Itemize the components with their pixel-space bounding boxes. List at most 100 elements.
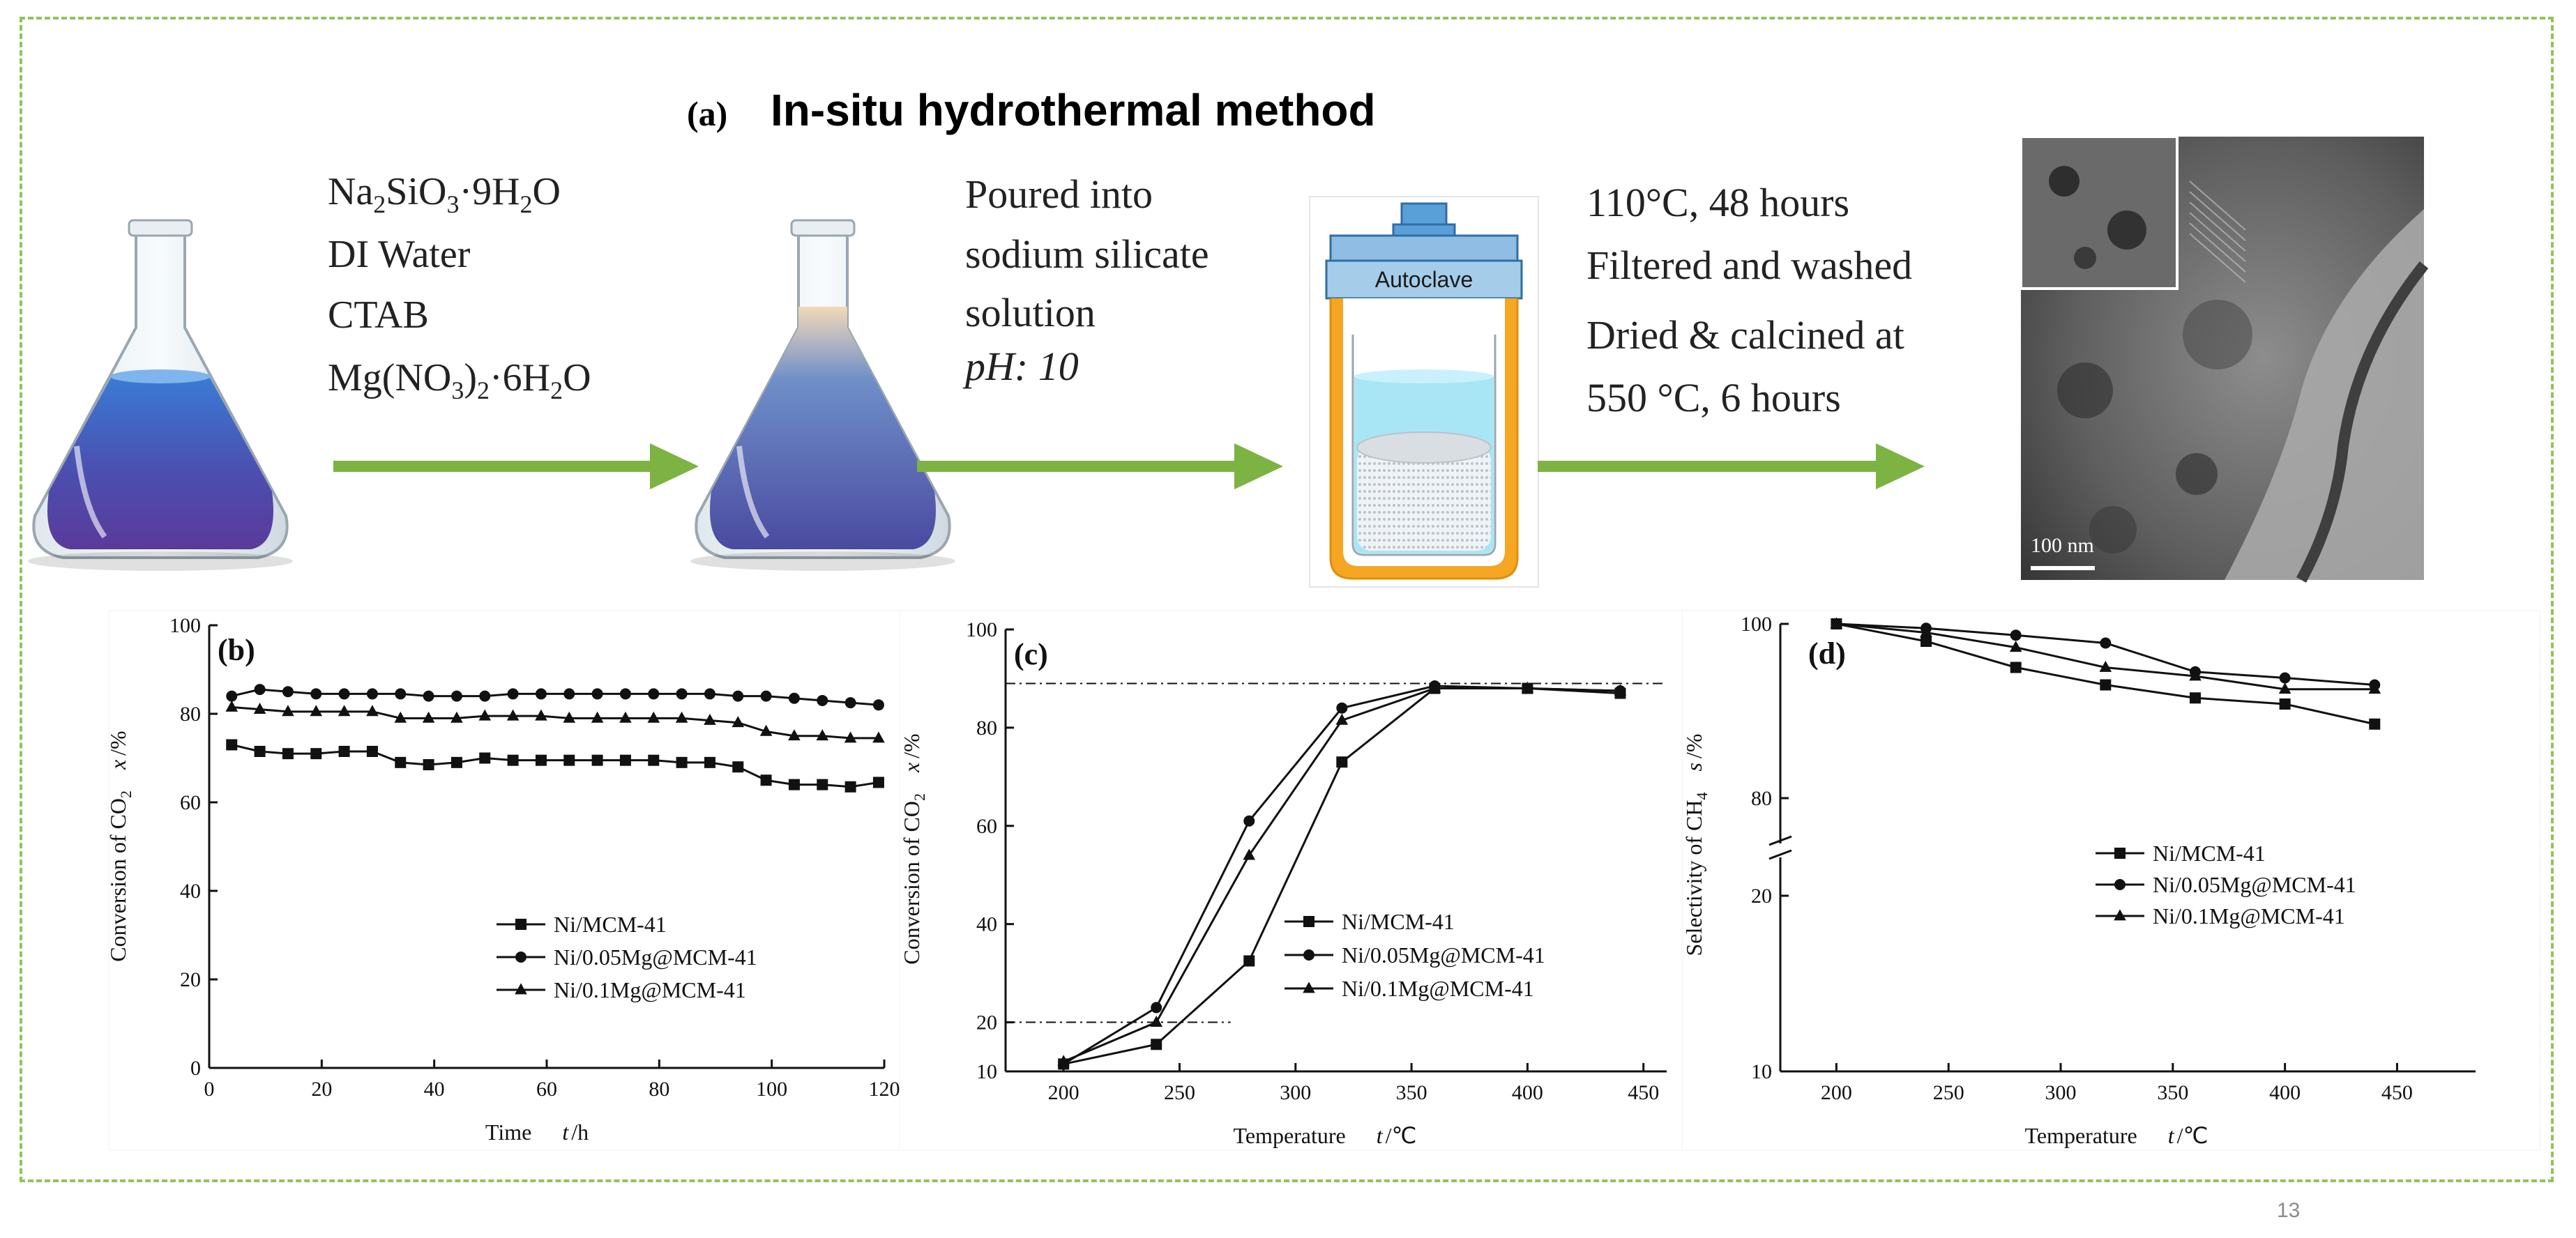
x-tick-label: 350: [1396, 1081, 1427, 1104]
legend-marker: [2114, 879, 2126, 890]
step2-ph: pH: 10: [962, 344, 1079, 389]
data-point: [591, 754, 603, 766]
autoclave-icon: Autoclave: [1309, 196, 1539, 588]
data-point: [394, 711, 407, 723]
data-point: [282, 686, 294, 698]
y-tick-label: 20: [180, 968, 201, 991]
data-point: [1243, 955, 1255, 967]
data-point: [2009, 641, 2022, 652]
data-point: [450, 711, 463, 723]
data-point: [619, 754, 631, 766]
x-tick-label: 450: [1628, 1081, 1659, 1104]
data-point: [760, 774, 772, 786]
data-point: [423, 690, 434, 702]
data-point: [1151, 1039, 1162, 1050]
step2-line-1: Poured into: [965, 171, 1153, 217]
y-tick-label: 60: [976, 815, 997, 838]
x-tick-label: 0: [204, 1078, 215, 1101]
data-point: [844, 731, 857, 743]
legend-label: Ni/0.1Mg@MCM-41: [1342, 976, 1534, 1001]
data-point: [310, 705, 323, 717]
legend-marker: [1303, 916, 1314, 927]
data-point: [1243, 815, 1255, 827]
tem-scale-label: 100 nm: [2031, 534, 2094, 557]
x-tick-label: 250: [1164, 1081, 1195, 1104]
y-tick-label: 100: [169, 614, 201, 637]
data-point: [816, 729, 829, 741]
legend-label: Ni/MCM-41: [2153, 841, 2266, 866]
data-point: [506, 709, 520, 721]
data-point: [366, 705, 379, 717]
data-point: [226, 690, 238, 702]
y-tick-label: 60: [180, 791, 201, 814]
autoclave-label: Autoclave: [1375, 267, 1473, 292]
data-point: [872, 731, 885, 743]
data-point: [2279, 672, 2291, 684]
y-tick-label: 20: [976, 1011, 997, 1034]
legend-label: Ni/0.1Mg@MCM-41: [554, 977, 746, 1002]
y-tick-label: 80: [180, 703, 201, 726]
step1-reagents: Na2SiO3·9H2O DI Water CTAB Mg(NO3)2·6H2O: [328, 170, 591, 404]
chart-panel-b: 0 20 40 60 80 100 120 0 20 40 60 80 100 (b) Conversion…: [105, 610, 900, 1151]
data-point: [2010, 629, 2022, 641]
data-point: [788, 729, 801, 741]
y-axis-label: Conversion of CO2x/%: [899, 733, 928, 964]
data-point: [254, 745, 266, 757]
data-point: [253, 703, 266, 714]
data-point: [676, 688, 688, 700]
data-point: [535, 709, 547, 721]
data-point: [732, 690, 744, 702]
data-point: [1920, 625, 1932, 637]
legend-label: Ni/0.05Mg@MCM-41: [1342, 942, 1545, 968]
step1-line-4: Mg(NO3)2·6H2O: [328, 356, 591, 404]
data-point: [732, 716, 745, 728]
data-point: [338, 745, 350, 757]
x-tick-label: 20: [311, 1078, 332, 1101]
y-tick-label: 0: [190, 1057, 201, 1080]
data-point: [648, 754, 660, 766]
data-point: [535, 754, 547, 766]
data-point: [676, 756, 688, 768]
data-point: [338, 688, 350, 700]
panel-background: [1681, 610, 2540, 1151]
data-point: [619, 688, 631, 700]
step1-line-2: DI Water: [328, 233, 471, 276]
data-point: [2100, 637, 2112, 649]
x-tick-label: 400: [1512, 1081, 1543, 1104]
data-point: [619, 711, 632, 723]
data-point: [310, 688, 322, 700]
step3-line-4: 550 °C, 6 hours: [1586, 375, 1841, 420]
data-point: [817, 694, 828, 706]
data-point: [225, 700, 238, 712]
step3-line-3: Dried & calcined at: [1586, 312, 1904, 358]
axis-break-mark: [1768, 835, 1792, 846]
data-point: [788, 692, 800, 704]
data-point: [675, 711, 688, 723]
data-point: [563, 688, 575, 700]
x-tick-label: 300: [2045, 1081, 2077, 1104]
series-line: [232, 705, 879, 740]
data-point: [591, 711, 604, 723]
axis-break-mark: [1768, 849, 1792, 860]
y-tick-label: 10: [1751, 1060, 1772, 1083]
data-point: [2099, 660, 2112, 672]
data-point: [2010, 662, 2022, 673]
y-tick-label: 100: [966, 618, 997, 641]
step1-line-1: Na2SiO3·9H2O: [328, 170, 561, 218]
data-point: [535, 688, 547, 700]
data-point: [872, 699, 884, 711]
step2-line-2: sodium silicate: [965, 231, 1209, 277]
data-point: [282, 705, 294, 717]
panel-background: [899, 610, 1683, 1151]
slide-frame: [20, 17, 2554, 1182]
panel-label: (c): [1014, 637, 1048, 671]
x-tick-label: 400: [2269, 1081, 2301, 1104]
x-tick-label: 300: [1280, 1081, 1311, 1104]
arrow-1-icon: [333, 443, 699, 489]
step3-line-1: 110°C, 48 hours: [1586, 180, 1849, 225]
y-tick-label: 10: [976, 1060, 997, 1083]
data-point: [479, 752, 491, 764]
chart-panel-d: 10 20 80 100 200 250 300 350 400 450 (d) Selectivit…: [1681, 610, 2540, 1151]
legend-label: Ni/0.05Mg@MCM-41: [554, 945, 757, 970]
legend-marker: [515, 983, 527, 995]
